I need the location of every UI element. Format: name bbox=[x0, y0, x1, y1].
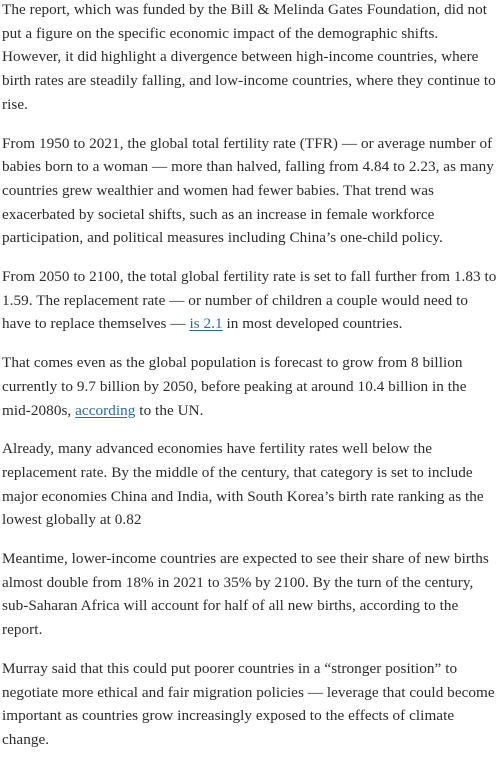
paragraph-text: From 2050 to 2100, the total global fert… bbox=[2, 268, 497, 333]
paragraph-text: That comes even as the global population… bbox=[2, 354, 467, 419]
replacement-rate-link[interactable]: is 2.1 bbox=[189, 315, 223, 333]
paragraph-lower-income-births: Meantime, lower-income countries are exp… bbox=[2, 550, 489, 639]
paragraph-advanced-economies: Already, many advanced economies have fe… bbox=[2, 440, 484, 529]
paragraph-text: to the UN. bbox=[135, 401, 204, 419]
paragraph-text: in most developed countries. bbox=[222, 315, 403, 333]
paragraph-gates-funding: The report, which was funded by the Bill… bbox=[2, 1, 496, 113]
paragraph-migration-policies: Murray said that this could put poorer c… bbox=[2, 659, 495, 748]
paragraph-fertility-2050-2100: From 2050 to 2100, the total global fert… bbox=[2, 265, 498, 336]
paragraph-population-forecast: That comes even as the global population… bbox=[2, 351, 498, 422]
un-source-link[interactable]: according bbox=[75, 401, 136, 419]
paragraph-fertility-1950-2021: From 1950 to 2021, the global total fert… bbox=[2, 134, 494, 247]
